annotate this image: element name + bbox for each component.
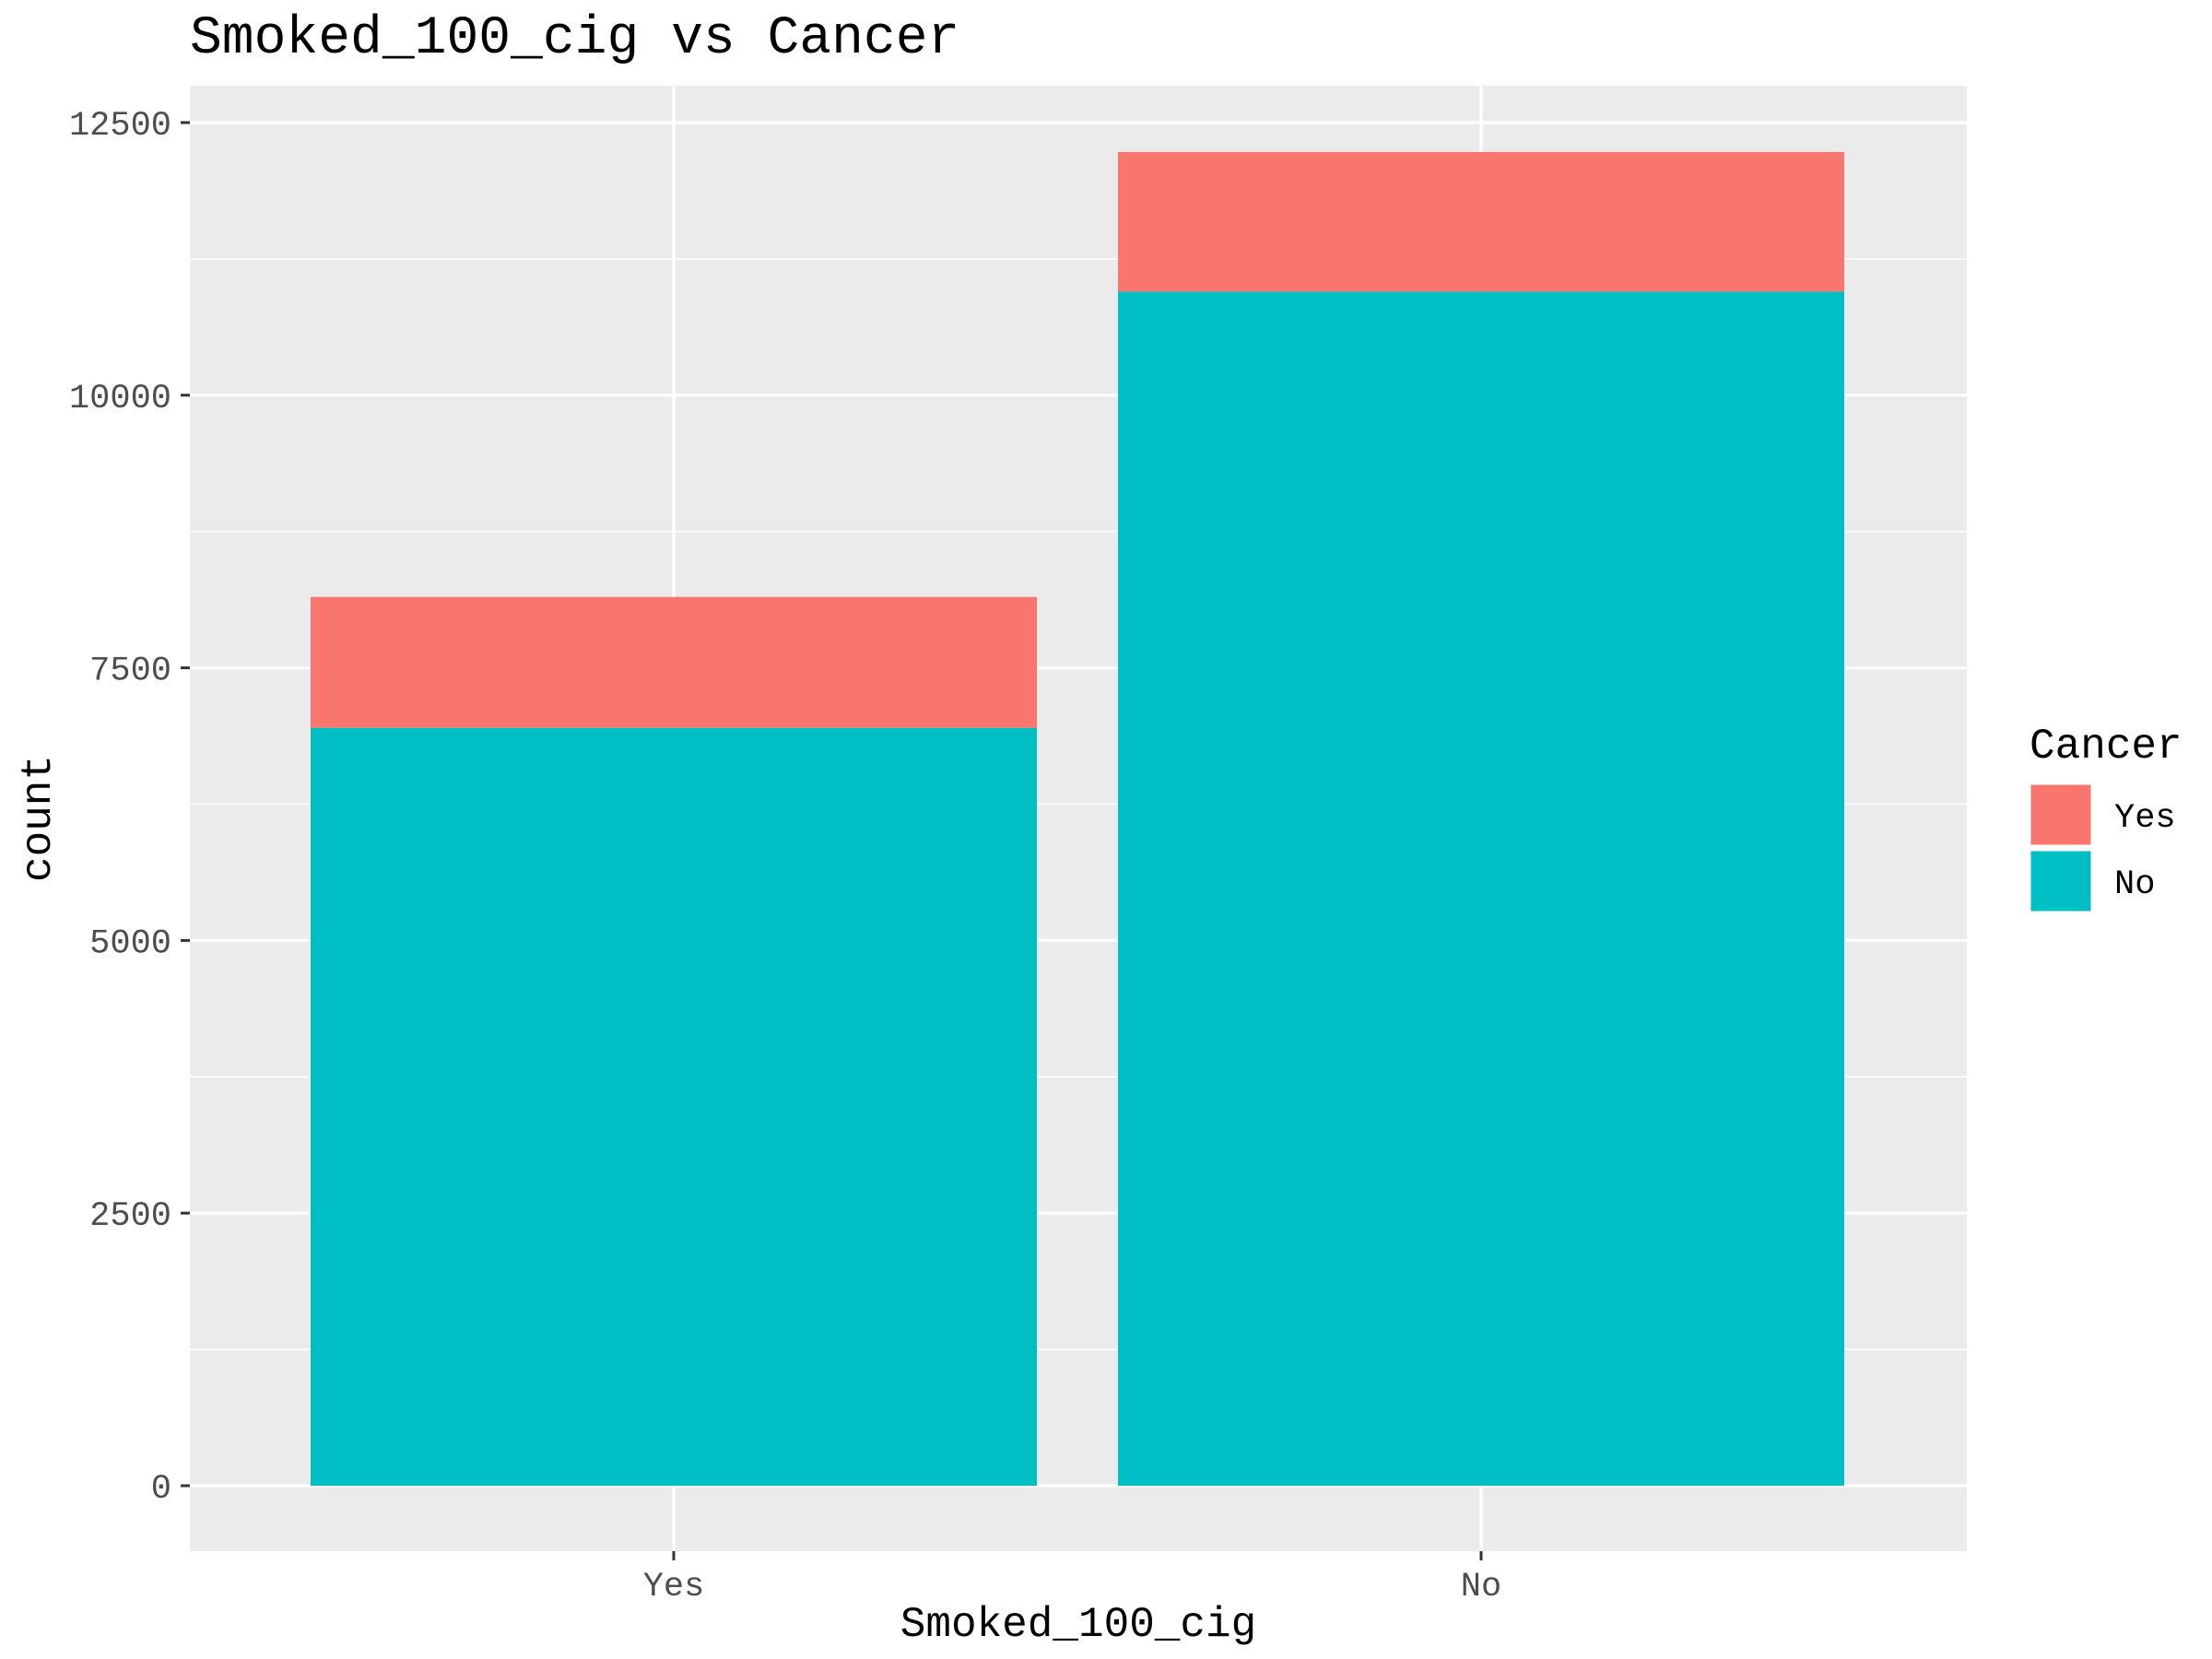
- x-tick-label: No: [1461, 1568, 1501, 1606]
- y-axis-title: count: [15, 755, 63, 882]
- y-tick-label: 12500: [69, 107, 171, 146]
- y-tick-label: 5000: [89, 924, 171, 963]
- bar-no-yes: [1118, 151, 1844, 292]
- y-tick-label: 7500: [89, 653, 171, 691]
- legend-key-no: [2028, 848, 2094, 914]
- legend: Cancer Yes No: [2028, 723, 2183, 914]
- legend-label-yes: Yes: [2114, 799, 2176, 838]
- bar-yes-yes: [311, 596, 1037, 728]
- x-axis-title: Smoked_100_cig: [900, 1601, 1256, 1649]
- legend-title: Cancer: [2030, 723, 2183, 771]
- x-axis: Yes No: [643, 1551, 1501, 1606]
- bar-no-no: [1118, 291, 1844, 1486]
- chart-title: Smoked_100_cig vs Cancer: [190, 9, 959, 69]
- y-axis: 0 2500 5000 7500 10000 12500: [69, 107, 190, 1509]
- legend-label-no: No: [2114, 865, 2155, 904]
- bars: [311, 151, 1844, 1486]
- y-tick-label: 2500: [89, 1197, 171, 1236]
- bar-yes-no: [311, 727, 1037, 1486]
- x-tick-label: Yes: [643, 1568, 705, 1606]
- y-tick-label: 0: [151, 1470, 171, 1509]
- legend-key-yes: [2028, 782, 2094, 848]
- y-tick-label: 10000: [69, 380, 171, 418]
